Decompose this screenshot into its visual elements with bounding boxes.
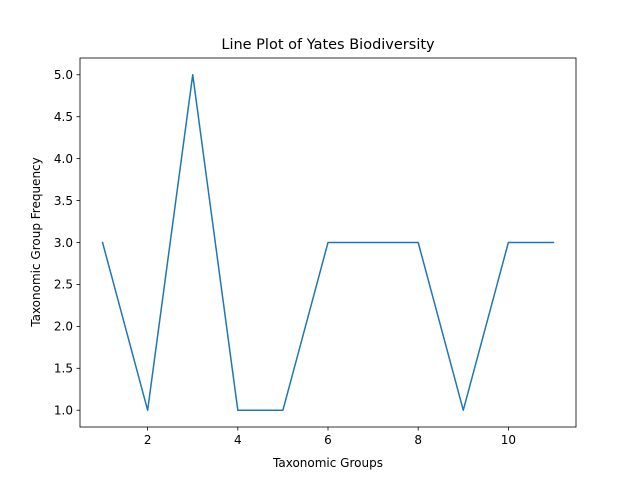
y-axis-label: Taxonomic Group Frequency [29,157,43,328]
y-tick-label: 2.0 [54,320,73,334]
plot-area: 2 4 6 8 10 1.0 1.5 2.0 2.5 3.0 3.5 4.0 4.5 5.0 [54,57,577,447]
y-tick-label: 3.0 [54,236,73,250]
y-tick-label: 2.5 [54,278,73,292]
x-tick-label: 2 [144,433,152,447]
x-tick-label: 8 [414,433,422,447]
x-tick-label: 10 [501,433,516,447]
chart-title: Line Plot of Yates Biodiversity [221,37,435,53]
y-tick-label: 1.0 [54,404,73,418]
y-tick-label: 5.0 [54,68,73,82]
x-axis-label: Taxonomic Groups [272,456,383,470]
series-line-0 [101,74,555,411]
y-tick-label: 4.5 [54,110,73,124]
y-tick-label: 1.5 [54,362,73,376]
x-tick-label: 4 [234,433,242,447]
x-tick-label: 6 [324,433,332,447]
y-tick-label: 3.5 [54,194,73,208]
y-tick-label: 4.0 [54,152,73,166]
